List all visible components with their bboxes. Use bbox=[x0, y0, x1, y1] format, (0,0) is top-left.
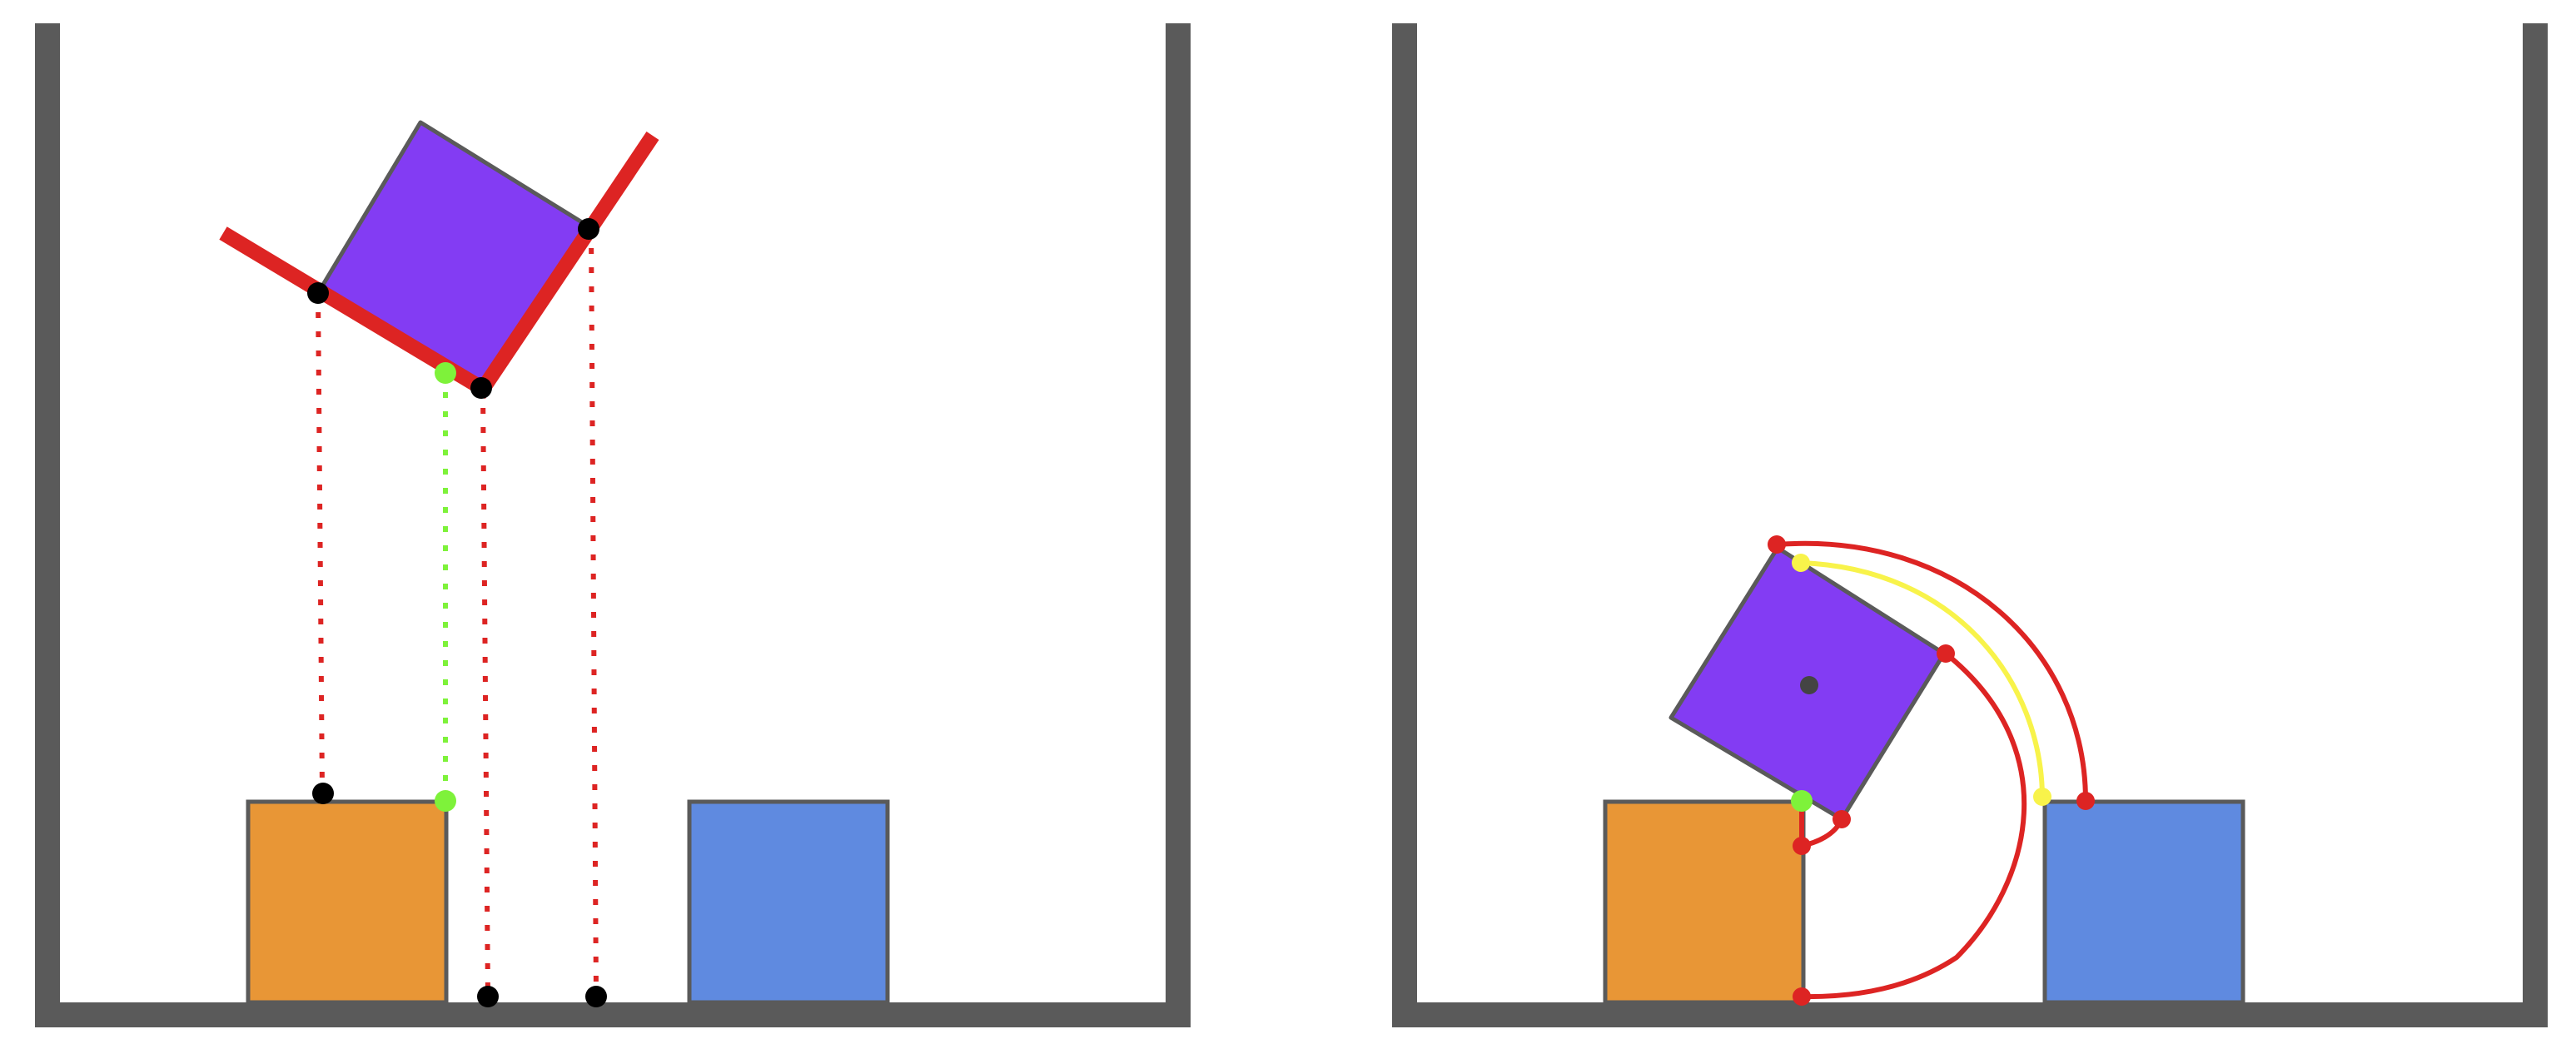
right-orange-block bbox=[1603, 799, 1806, 1005]
right-yellow-point-1 bbox=[1792, 554, 1810, 572]
right-blue-block bbox=[2042, 799, 2245, 1005]
right-red-point-6 bbox=[1793, 987, 1811, 1006]
arc-yellow bbox=[1800, 560, 2045, 798]
right-center-point bbox=[1800, 676, 1818, 694]
arc-outer bbox=[1777, 540, 2088, 802]
right-container-left-wall bbox=[1392, 23, 1417, 1027]
left-black-point-6 bbox=[585, 986, 607, 1007]
left-green-point-1 bbox=[435, 362, 456, 384]
left-black-point-1 bbox=[307, 282, 329, 304]
left-container-floor bbox=[35, 1002, 1191, 1027]
projection-line-3 bbox=[480, 388, 490, 996]
arc-side bbox=[1801, 651, 2027, 1000]
right-red-point-3 bbox=[1833, 810, 1851, 828]
right-yellow-point-2 bbox=[2033, 788, 2051, 806]
left-blue-block bbox=[687, 799, 890, 1005]
left-black-point-5 bbox=[477, 986, 499, 1007]
right-red-point-2 bbox=[1937, 644, 1955, 663]
right-container-right-wall bbox=[2523, 23, 2548, 1027]
left-green-point-2 bbox=[435, 790, 456, 812]
left-container-right-wall bbox=[1166, 23, 1191, 1027]
projection-line-4 bbox=[589, 228, 599, 996]
left-container-left-wall bbox=[35, 23, 60, 1027]
right-red-point-5 bbox=[2076, 792, 2095, 810]
left-panel bbox=[35, 23, 1191, 1027]
right-panel bbox=[1392, 23, 2548, 1027]
left-black-point-3 bbox=[470, 377, 492, 399]
right-container-floor bbox=[1392, 1002, 2548, 1027]
right-green-point bbox=[1791, 790, 1813, 812]
projection-line-1 bbox=[316, 292, 325, 792]
right-red-point-4 bbox=[1793, 837, 1811, 855]
right-red-point-1 bbox=[1768, 535, 1786, 554]
left-purple-block bbox=[316, 120, 595, 391]
left-orange-block bbox=[246, 799, 449, 1005]
left-black-point-4 bbox=[312, 783, 334, 804]
left-black-point-2 bbox=[578, 218, 599, 240]
